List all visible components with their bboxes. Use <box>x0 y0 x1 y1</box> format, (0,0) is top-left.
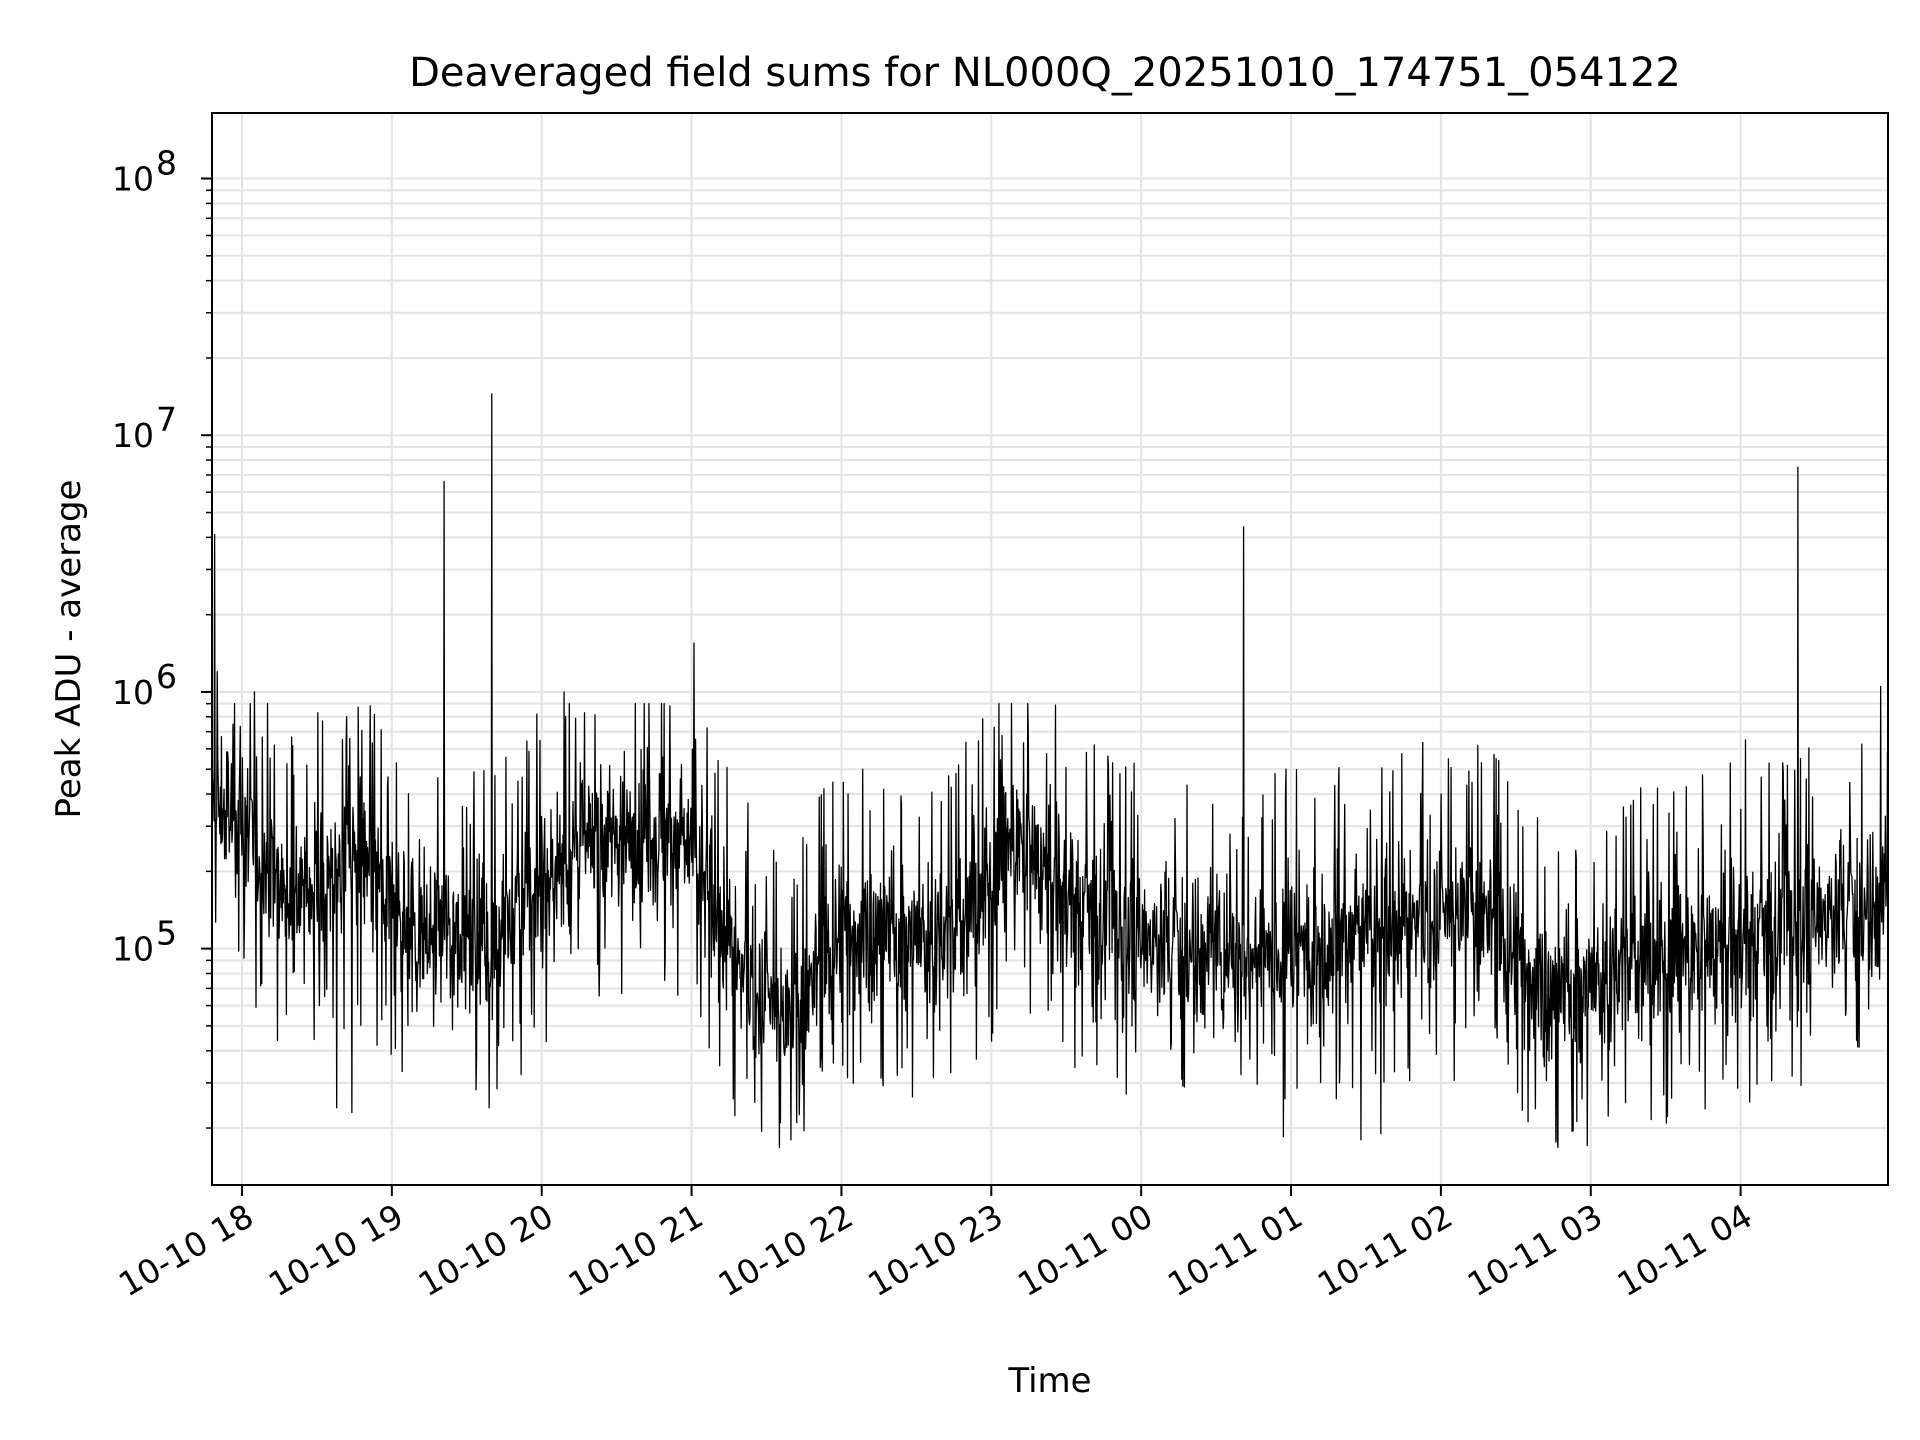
y-axis-label: Peak ADU - average <box>49 480 89 819</box>
x-axis: 10-10 18 10-10 19 10-10 20 10-10 21 10-10 22… <box>112 1185 1759 1304</box>
x-tick-label: 10-10 20 <box>412 1196 560 1304</box>
series-line <box>212 393 1888 1149</box>
x-tick-label: 10-10 19 <box>262 1196 410 1304</box>
y-tick-exponent: 7 <box>156 400 177 439</box>
plot-area <box>212 393 1888 1149</box>
y-tick-label: 10 <box>112 160 154 199</box>
y-tick-exponent: 6 <box>156 657 177 696</box>
grid-lines <box>212 113 1888 1185</box>
x-tick-label: 10-11 01 <box>1161 1196 1309 1304</box>
x-tick-label: 10-11 00 <box>1011 1196 1159 1304</box>
x-tick-label: 10-11 03 <box>1461 1196 1609 1304</box>
y-tick-label: 10 <box>112 673 154 712</box>
x-tick-label: 10-11 04 <box>1611 1196 1759 1304</box>
x-tick-label: 10-11 02 <box>1311 1196 1459 1304</box>
y-tick-exponent: 8 <box>156 144 177 183</box>
chart-title: Deaveraged field sums for NL000Q_2025101… <box>409 50 1681 96</box>
x-tick-label: 10-10 23 <box>861 1196 1009 1304</box>
x-tick-label: 10-10 22 <box>711 1196 859 1304</box>
plot-frame <box>211 112 1889 1186</box>
y-tick-label: 10 <box>112 930 154 969</box>
x-axis-label: Time <box>1007 1361 1091 1401</box>
x-tick-label: 10-10 21 <box>562 1196 710 1304</box>
y-tick-label: 10 <box>112 416 154 455</box>
x-tick-label: 10-10 18 <box>112 1196 260 1304</box>
y-tick-exponent: 5 <box>156 914 177 953</box>
